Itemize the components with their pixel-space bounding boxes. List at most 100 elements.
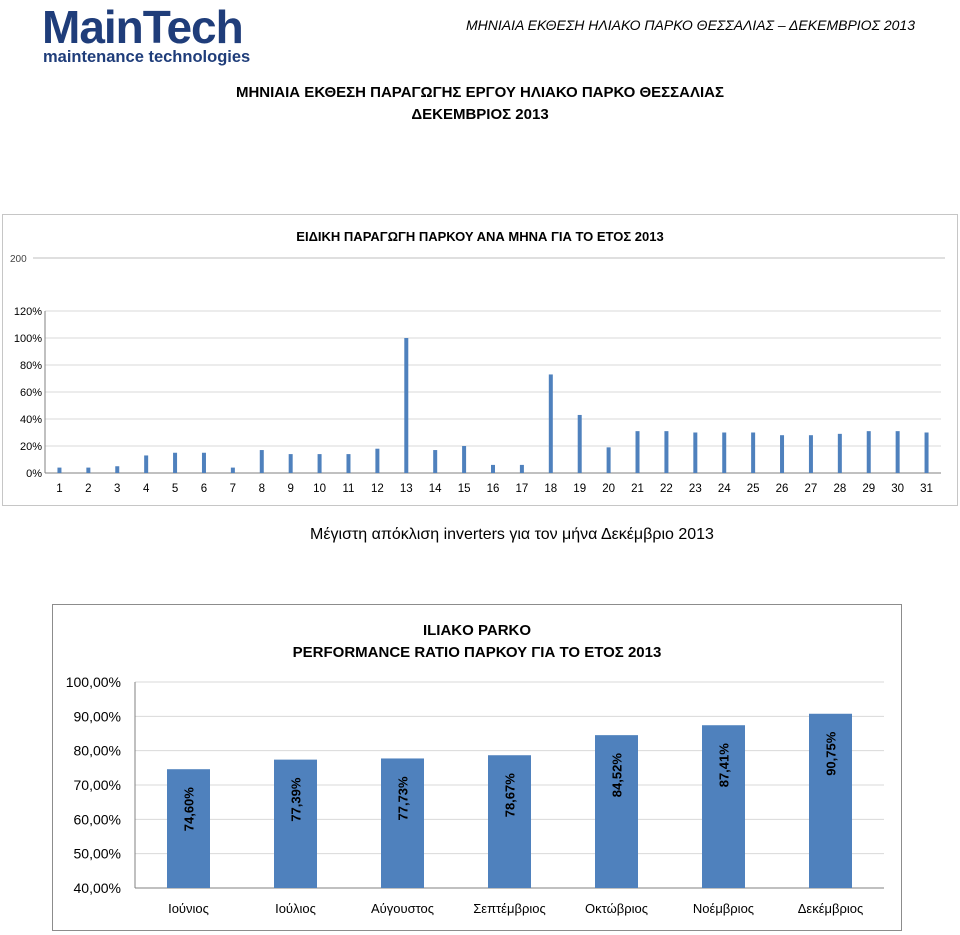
bar-day-24 — [722, 432, 727, 473]
bar-day-23 — [693, 432, 698, 473]
bar-day-20 — [606, 447, 611, 473]
bar-value-label: 84,52% — [610, 753, 625, 798]
x-tick-label: 1 — [56, 483, 62, 495]
x-tick-label: 13 — [400, 483, 413, 495]
chart-title: ILIAKO PARKO — [423, 622, 531, 639]
y-tick-label: 50,00% — [74, 846, 121, 862]
bar-day-27 — [808, 435, 813, 473]
report-subtitle: ΔΕΚΕΜΒΡΙΟΣ 2013 — [411, 106, 549, 123]
bar-2 — [274, 759, 317, 888]
x-tick-label: 21 — [631, 483, 644, 495]
bar-day-2 — [86, 467, 91, 473]
bar-day-3 — [115, 466, 120, 473]
y-tick-label: 100% — [14, 333, 42, 345]
bar-day-16 — [491, 464, 495, 473]
y-tick-label: 80,00% — [74, 743, 121, 759]
x-tick-label: 27 — [805, 483, 818, 495]
x-tick-label: 29 — [862, 483, 875, 495]
x-tick-label: 16 — [487, 483, 500, 495]
x-tick-label: 19 — [573, 483, 586, 495]
bar-day-19 — [577, 414, 582, 473]
y-tick-label: 70,00% — [74, 777, 121, 793]
bar-7 — [809, 713, 852, 888]
bar-value-label: 78,67% — [503, 773, 518, 818]
deviation-caption: Μέγιστη απόκλιση inverters για τον μήνα … — [310, 526, 714, 543]
bar-value-label: 77,39% — [289, 777, 304, 822]
x-tick-label: 18 — [544, 483, 557, 495]
bar-day-14 — [433, 450, 438, 473]
bar-day-11 — [346, 454, 351, 473]
x-tick-label: 26 — [776, 483, 789, 495]
x-tick-label: 2 — [85, 483, 91, 495]
bar-day-22 — [664, 431, 669, 473]
y-tick-label: 120% — [14, 306, 42, 318]
x-tick-label: 4 — [143, 483, 150, 495]
x-tick-label: 8 — [259, 483, 265, 495]
running-header: ΜΗΝΙΑΙΑ ΕΚΘΕΣΗ ΗΛΙΑΚΟ ΠΑΡΚΟ ΘΕΣΣΑΛΙΑΣ – … — [465, 17, 915, 33]
x-tick-label: 7 — [230, 483, 236, 495]
bar-day-6 — [201, 452, 206, 473]
x-tick-label: 15 — [458, 483, 471, 495]
daily-production-chart: ΕΙΔΙΚΗ ΠΑΡΑΓΩΓΗ ΠΑΡΚΟΥ ΑΝΑ ΜΗΝΑ ΓΙΑ ΤΟ Ε… — [2, 214, 958, 506]
performance-ratio-chart-svg: ILIAKO PARKO PERFORMANCE RATIO ΠΑΡΚΟΥ ΓΙΑ… — [66, 622, 884, 916]
performance-ratio-chart: ILIAKO PARKO PERFORMANCE RATIO ΠΑΡΚΟΥ ΓΙΑ… — [52, 604, 902, 931]
bar-day-4 — [144, 455, 149, 473]
x-tick-label: Αύγουστος — [371, 901, 434, 916]
bar-5 — [595, 735, 638, 888]
x-tick-label: 5 — [172, 483, 178, 495]
y-tick-label: 0% — [26, 468, 42, 480]
x-tick-label: Νοέμβριος — [693, 901, 754, 916]
bar-day-25 — [751, 432, 756, 473]
bar-value-label: 74,60% — [182, 787, 197, 832]
x-tick-label: 23 — [689, 483, 702, 495]
bar-day-7 — [230, 467, 235, 473]
logo-name: MainTech — [42, 1, 244, 53]
x-tick-label: 12 — [371, 483, 384, 495]
x-tick-label: 24 — [718, 483, 731, 495]
x-tick-label: 10 — [313, 483, 326, 495]
y-tick-label: 60% — [20, 387, 42, 399]
y-tick-label: 40,00% — [74, 880, 121, 896]
chart-title: ΕΙΔΙΚΗ ΠΑΡΑΓΩΓΗ ΠΑΡΚΟΥ ΑΝΑ ΜΗΝΑ ΓΙΑ ΤΟ Ε… — [296, 229, 663, 244]
bar-day-18 — [548, 374, 553, 473]
bar-3 — [381, 758, 424, 888]
y-tick-label: 60,00% — [74, 811, 121, 827]
x-tick-label: Σεπτέμβριος — [473, 901, 545, 916]
x-tick-label: 6 — [201, 483, 207, 495]
bar-day-17 — [519, 464, 524, 473]
x-tick-label: 31 — [920, 483, 933, 495]
overlapped-axis-label: 200 — [10, 254, 27, 265]
bar-1 — [167, 769, 210, 888]
bar-day-8 — [259, 450, 264, 473]
bar-day-28 — [837, 433, 842, 473]
bar-day-30 — [895, 431, 900, 473]
x-tick-label: 28 — [833, 483, 846, 495]
logo-tagline: maintenance technologies — [43, 48, 251, 66]
chart-subtitle: PERFORMANCE RATIO ΠΑΡΚΟΥ ΓΙΑ ΤΟ ΕΤΟΣ 201… — [293, 644, 662, 661]
bar-day-9 — [288, 454, 293, 473]
bar-day-15 — [462, 446, 467, 473]
y-tick-label: 40% — [20, 414, 42, 426]
x-tick-label: 14 — [429, 483, 442, 495]
bar-day-21 — [635, 431, 640, 473]
bar-day-5 — [173, 452, 178, 473]
bar-4 — [488, 755, 531, 888]
bar-value-label: 87,41% — [717, 743, 732, 788]
y-tick-label: 90,00% — [74, 708, 121, 724]
bar-day-26 — [780, 435, 785, 473]
x-tick-label: 3 — [114, 483, 120, 495]
bar-day-31 — [924, 432, 929, 473]
y-tick-label: 80% — [20, 360, 42, 372]
x-tick-label: 11 — [343, 483, 355, 495]
bar-day-29 — [866, 431, 871, 473]
maintech-logo: MainTech maintenance technologies — [42, 1, 264, 68]
x-tick-label: 30 — [891, 483, 904, 495]
x-tick-label: Ιούνιος — [168, 901, 209, 916]
x-tick-label: 17 — [516, 483, 529, 495]
bar-value-label: 77,73% — [396, 776, 411, 821]
x-tick-label: 25 — [747, 483, 760, 495]
bar-6 — [702, 725, 745, 888]
bar-day-12 — [375, 448, 380, 473]
x-tick-label: Ιούλιος — [275, 901, 316, 916]
bar-value-label: 90,75% — [824, 731, 839, 776]
